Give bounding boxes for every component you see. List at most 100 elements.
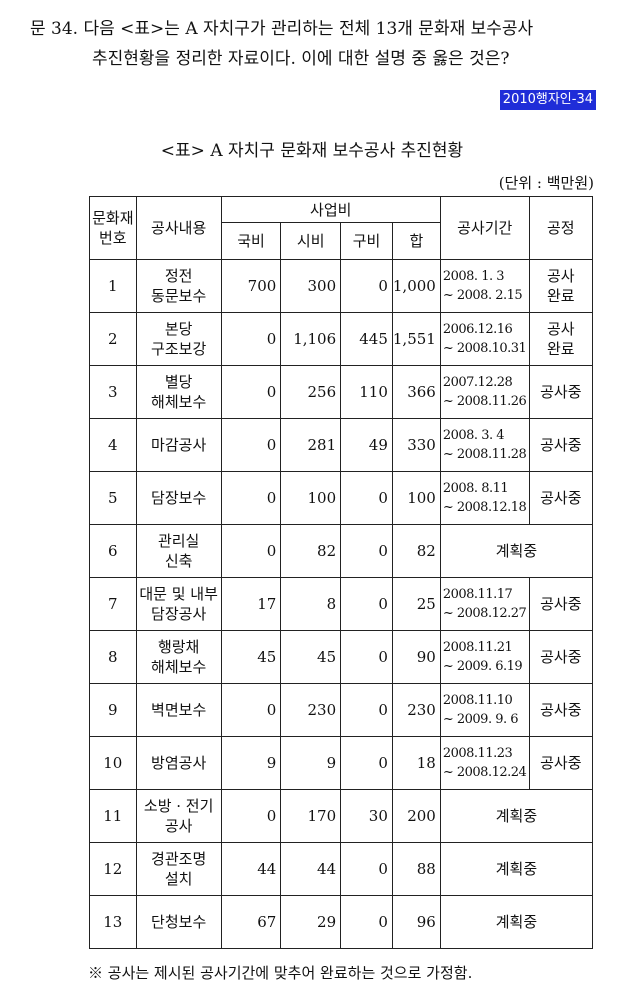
cell-period: 2008. 3. 4 ~ 2008.11.28	[439, 418, 530, 472]
footnote: ※ 공사는 제시된 공사기간에 맞추어 완료하는 것으로 가정함.	[88, 964, 473, 982]
cell-national: 0	[220, 312, 282, 366]
cell-status: 공사중	[528, 577, 594, 631]
cell-national: 700	[220, 259, 282, 313]
cell-national: 17	[220, 577, 282, 631]
cell-sum: 1,551	[391, 312, 441, 366]
cell-content: 정전 동문보수	[135, 259, 222, 313]
cell-no: 12	[89, 842, 137, 896]
cell-content: 벽면보수	[135, 683, 222, 737]
cell-city: 9	[280, 736, 342, 790]
cell-status: 공사 완료	[528, 259, 594, 313]
cell-no: 6	[89, 524, 137, 578]
cell-content: 담장보수	[135, 471, 222, 525]
cell-period: 2008. 1. 3 ~ 2008. 2.15	[439, 259, 530, 313]
cell-city: 44	[280, 842, 342, 896]
header-sum: 합	[391, 222, 441, 260]
table-row: 12 경관조명 설치 44 44 0 88 계획중	[89, 842, 594, 896]
cell-city: 82	[280, 524, 342, 578]
cell-content: 소방 · 전기 공사	[135, 789, 222, 843]
cell-no: 2	[89, 312, 137, 366]
table-row: 3 별당 해체보수 0 256 110 366 2007.12.28 ~ 2008.11.26 공…	[89, 365, 594, 419]
cell-city: 8	[280, 577, 342, 631]
cell-no: 13	[89, 895, 137, 949]
cell-city: 256	[280, 365, 342, 419]
heritage-repair-table: 문화재 번호 공사내용 사업비 공사기간 공정 국비 시비 구비 합 1 정전 동문…	[89, 196, 594, 949]
header-district: 구비	[340, 222, 393, 260]
cell-no: 5	[89, 471, 137, 525]
table-row: 13 단청보수 67 29 0 96 계획중	[89, 895, 594, 949]
cell-plan: 계획중	[439, 842, 594, 896]
cell-content: 마감공사	[135, 418, 222, 472]
cell-no: 1	[89, 259, 137, 313]
cell-city: 281	[280, 418, 342, 472]
question-line-2: 추진현황을 정리한 자료이다. 이에 대한 설명 중 옳은 것은?	[92, 49, 510, 69]
table-row: 6 관리실 신축 0 82 0 82 계획중	[89, 524, 594, 578]
cell-content: 방염공사	[135, 736, 222, 790]
cell-district: 0	[340, 630, 393, 684]
cell-content: 본당 구조보강	[135, 312, 222, 366]
cell-national: 0	[220, 471, 282, 525]
cell-city: 170	[280, 789, 342, 843]
cell-period: 2008. 8.11 ~ 2008.12.18	[439, 471, 530, 525]
header-national: 국비	[220, 222, 282, 260]
table-row: 8 행랑채 해체보수 45 45 0 90 2008.11.21 ~ 2009. 6.19 공사중	[89, 630, 594, 684]
cell-no: 10	[89, 736, 137, 790]
cell-plan: 계획중	[439, 895, 594, 949]
cell-national: 45	[220, 630, 282, 684]
cell-sum: 1,000	[391, 259, 441, 313]
cell-no: 9	[89, 683, 137, 737]
header-city: 시비	[280, 222, 342, 260]
cell-national: 0	[220, 418, 282, 472]
cell-sum: 96	[391, 895, 441, 949]
cell-no: 3	[89, 365, 137, 419]
cell-district: 0	[340, 842, 393, 896]
cell-district: 0	[340, 471, 393, 525]
cell-sum: 366	[391, 365, 441, 419]
cell-period: 2006.12.16 ~ 2008.10.31	[439, 312, 530, 366]
cell-city: 1,106	[280, 312, 342, 366]
table-row: 11 소방 · 전기 공사 0 170 30 200 계획중	[89, 789, 594, 843]
cell-district: 0	[340, 683, 393, 737]
cell-status: 공사중	[528, 683, 594, 737]
header-no: 문화재 번호	[89, 196, 137, 260]
question-text: 문 34. 다음 <표>는 A 자치구가 관리하는 전체 13개 문화재 보수공…	[30, 14, 610, 74]
cell-district: 0	[340, 895, 393, 949]
cell-content: 대문 및 내부 담장공사	[135, 577, 222, 631]
header-content: 공사내용	[135, 196, 222, 260]
cell-sum: 25	[391, 577, 441, 631]
table-row: 7 대문 및 내부 담장공사 17 8 0 25 2008.11.17 ~ 2008.12.27…	[89, 577, 594, 631]
table-row: 4 마감공사 0 281 49 330 2008. 3. 4 ~ 2008.11.28 공사중	[89, 418, 594, 472]
header-budget: 사업비	[220, 196, 441, 223]
cell-district: 0	[340, 259, 393, 313]
cell-city: 45	[280, 630, 342, 684]
cell-city: 230	[280, 683, 342, 737]
cell-plan: 계획중	[439, 524, 594, 578]
cell-no: 8	[89, 630, 137, 684]
cell-sum: 82	[391, 524, 441, 578]
cell-national: 44	[220, 842, 282, 896]
cell-plan: 계획중	[439, 789, 594, 843]
cell-content: 행랑채 해체보수	[135, 630, 222, 684]
cell-sum: 18	[391, 736, 441, 790]
cell-district: 445	[340, 312, 393, 366]
source-tag: 2010행자인-34	[499, 90, 596, 110]
cell-content: 관리실 신축	[135, 524, 222, 578]
cell-status: 공사중	[528, 418, 594, 472]
table-unit: (단위 : 백만원)	[498, 174, 594, 192]
cell-content: 별당 해체보수	[135, 365, 222, 419]
cell-sum: 230	[391, 683, 441, 737]
cell-city: 300	[280, 259, 342, 313]
cell-status: 공사중	[528, 736, 594, 790]
cell-city: 29	[280, 895, 342, 949]
question-line-1: 문 34. 다음 <표>는 A 자치구가 관리하는 전체 13개 문화재 보수공…	[30, 19, 534, 39]
cell-national: 67	[220, 895, 282, 949]
cell-content: 경관조명 설치	[135, 842, 222, 896]
header-status: 공정	[528, 196, 594, 260]
table-row: 10 방염공사 9 9 0 18 2008.11.23 ~ 2008.12.24 공사중	[89, 736, 594, 790]
cell-national: 0	[220, 365, 282, 419]
cell-status: 공사중	[528, 630, 594, 684]
table-title: <표> A 자치구 문화재 보수공사 추진현황	[160, 141, 464, 161]
cell-district: 0	[340, 577, 393, 631]
cell-district: 0	[340, 524, 393, 578]
cell-sum: 330	[391, 418, 441, 472]
